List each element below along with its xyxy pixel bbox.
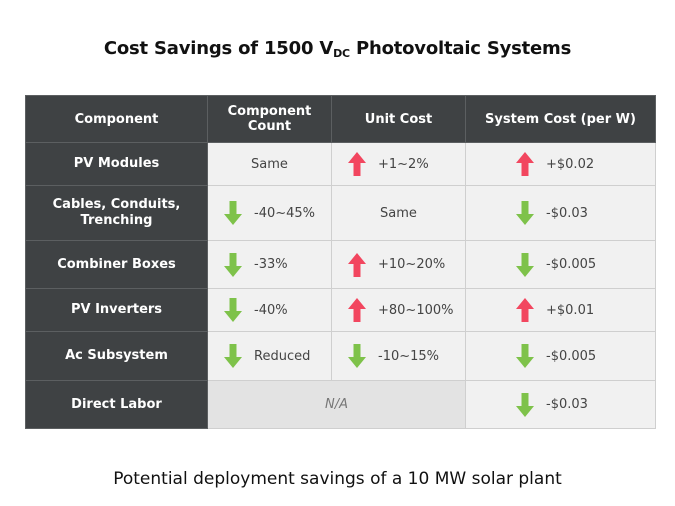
table-row: Ac Subsystem Reduced -10~15% -$0.005: [25, 331, 656, 381]
cell-value: Reduced: [254, 348, 311, 364]
table-row: Cables, Conduits, Trenching -40~45% Same -$…: [25, 185, 656, 241]
row-component-name: Cables, Conduits, Trenching: [25, 185, 208, 241]
arrow-up-icon: [348, 298, 366, 322]
cell-value: -10~15%: [378, 348, 440, 364]
table-row: Combiner Boxes -33% +10~20% -$0.005: [25, 240, 656, 289]
unit-cost-cell: -10~15%: [331, 331, 466, 381]
arrow-up-icon: [516, 298, 534, 322]
system-cost-cell: +$0.01: [465, 288, 656, 332]
cell-value: +$0.02: [546, 156, 595, 172]
arrow-down-icon: [516, 201, 534, 225]
cell-value: -33%: [254, 257, 288, 272]
arrow-down-icon: [516, 344, 534, 368]
header-component-count: Component Count: [207, 95, 332, 143]
row-component-name: Combiner Boxes: [25, 240, 208, 289]
unit-cost-cell: +80~100%: [331, 288, 466, 332]
system-cost-cell: -$0.03: [465, 380, 656, 429]
row-component-name: PV Inverters: [25, 288, 208, 332]
arrow-down-icon: [224, 201, 242, 225]
header-system-cost: System Cost (per W): [465, 95, 656, 143]
component-count-cell: -40%: [207, 288, 332, 332]
cell-value: +10~20%: [378, 257, 446, 272]
unit-cost-cell: +10~20%: [331, 240, 466, 289]
cell-value: -40%: [254, 302, 288, 318]
system-cost-cell: -$0.005: [465, 240, 656, 289]
cell-value: -$0.03: [546, 397, 588, 412]
table-row: PV Inverters -40% +80~100% +$0.01: [25, 288, 656, 332]
arrow-down-icon: [516, 252, 534, 277]
footer-caption: Potential deployment savings of a 10 MW …: [113, 469, 562, 489]
not-applicable-cell: N/A: [207, 380, 466, 429]
component-count-cell: -40~45%: [207, 185, 332, 241]
cell-value: Same: [251, 156, 288, 172]
component-count-cell: -33%: [207, 240, 332, 289]
table-row: Direct Labor N/A -$0.03: [25, 380, 656, 429]
slide-title: Cost Savings of 1500 VDC Photovoltaic Sy…: [103, 38, 572, 60]
cell-value: +$0.01: [546, 302, 595, 318]
arrow-up-icon: [516, 152, 534, 176]
arrow-up-icon: [348, 152, 366, 176]
arrow-up-icon: [348, 252, 366, 277]
table-row: PV Modules Same +1~2% +$0.02: [25, 142, 656, 186]
cell-value: -$0.03: [546, 205, 588, 221]
header-unit-cost: Unit Cost: [331, 95, 466, 143]
row-component-name: PV Modules: [25, 142, 208, 186]
cost-savings-table: Component Component Count Unit Cost Syst…: [25, 95, 656, 429]
arrow-down-icon: [348, 344, 366, 368]
row-component-name: Ac Subsystem: [25, 331, 208, 381]
system-cost-cell: +$0.02: [465, 142, 656, 186]
system-cost-cell: -$0.03: [465, 185, 656, 241]
cell-value: +80~100%: [378, 302, 454, 318]
cell-value: Same: [380, 205, 417, 221]
unit-cost-cell: +1~2%: [331, 142, 466, 186]
system-cost-cell: -$0.005: [465, 331, 656, 381]
arrow-down-icon: [516, 392, 534, 417]
cell-value: -40~45%: [254, 205, 316, 221]
row-component-name: Direct Labor: [25, 380, 208, 429]
component-count-cell: Reduced: [207, 331, 332, 381]
unit-cost-cell: Same: [331, 185, 466, 241]
arrow-down-icon: [224, 298, 242, 322]
component-count-cell: Same: [207, 142, 332, 186]
header-component: Component: [25, 95, 208, 143]
arrow-down-icon: [224, 252, 242, 277]
cell-value: -$0.005: [546, 348, 597, 364]
table-header-row: Component Component Count Unit Cost Syst…: [25, 95, 656, 143]
cell-value: -$0.005: [546, 257, 597, 272]
cell-value: +1~2%: [378, 156, 429, 172]
arrow-down-icon: [224, 344, 242, 368]
